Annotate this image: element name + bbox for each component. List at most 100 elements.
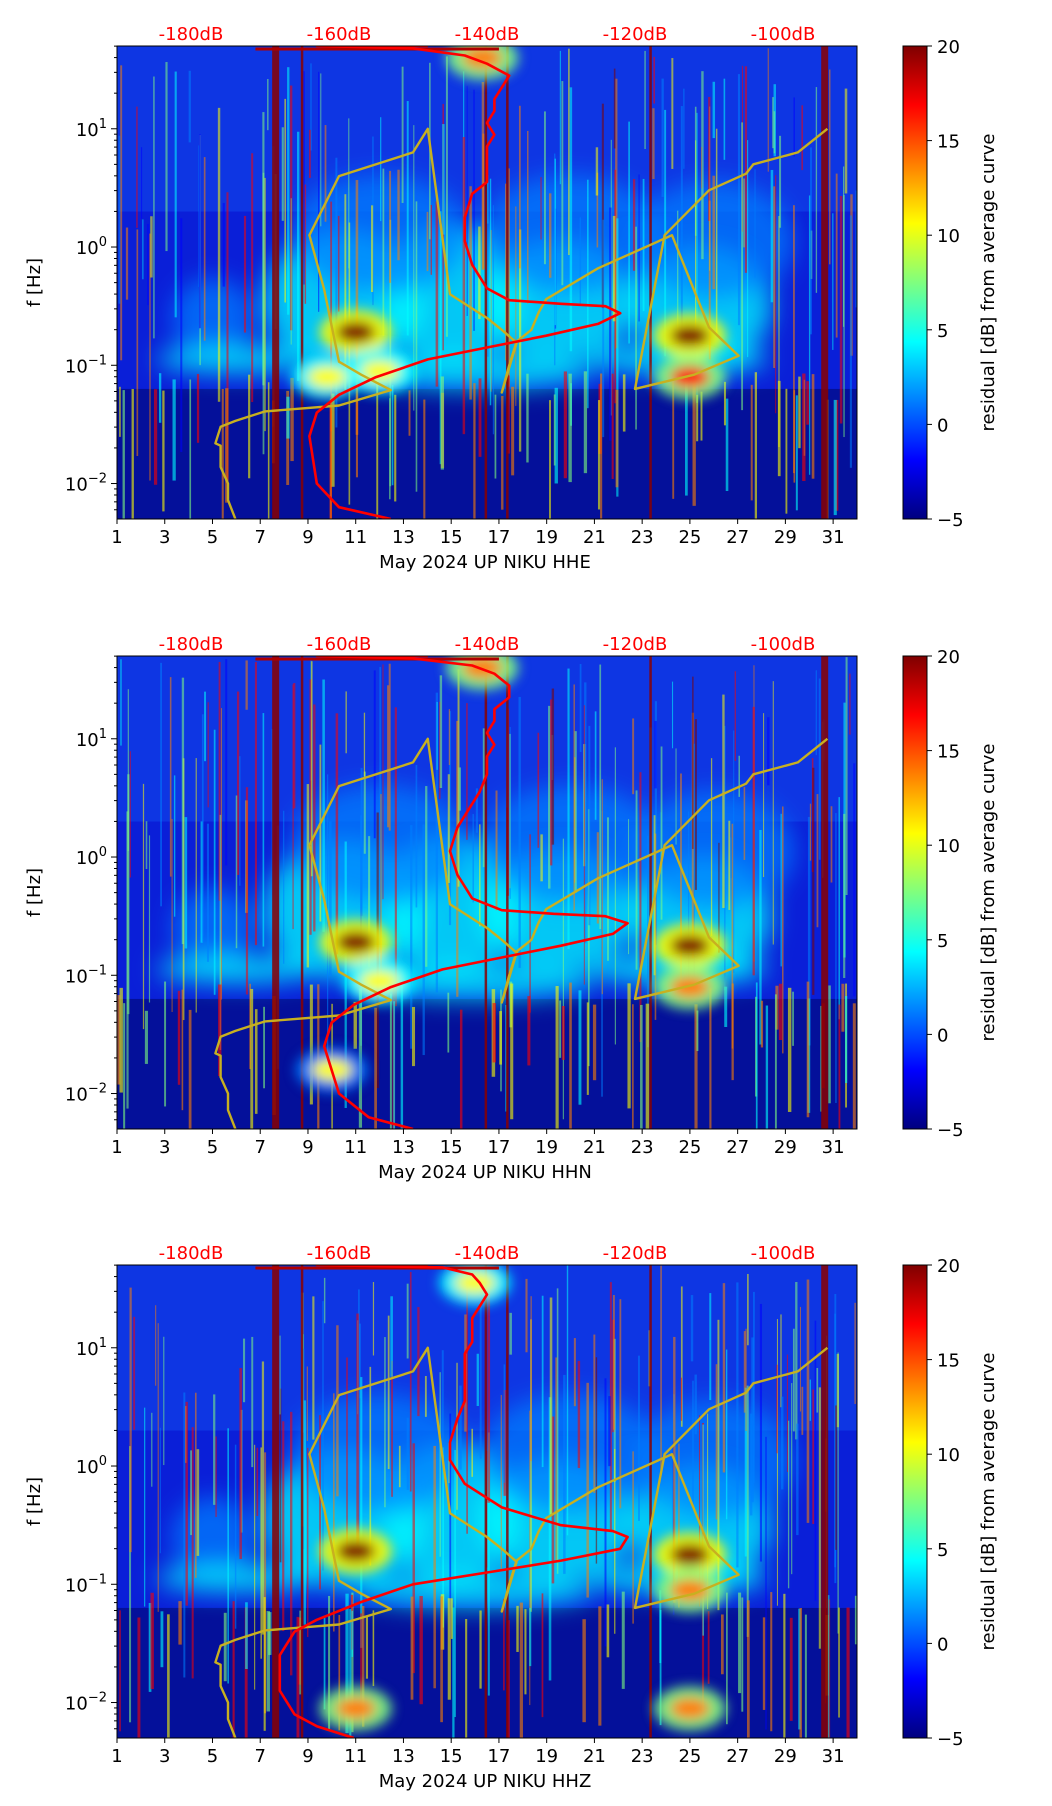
heatmap-streak <box>849 215 852 468</box>
x-tick-label: 5 <box>207 1137 218 1158</box>
x-axis: 1 3 5 7 9 11 13 15 17 19 21 23 25 27 29 31 <box>111 1738 845 1767</box>
y-tick-base: 10 <box>65 1575 88 1596</box>
heatmap-streak <box>129 751 131 878</box>
heatmap-blob <box>289 175 470 296</box>
heatmap-streak <box>855 190 857 308</box>
heatmap-streak <box>654 720 657 789</box>
x-tick-label: 7 <box>254 1137 265 1158</box>
heatmap-streak <box>548 705 551 889</box>
heatmap-streak <box>120 659 122 746</box>
heatmap-streak <box>232 1601 235 1738</box>
heatmap-streak <box>775 985 779 1030</box>
x-tick-label: 13 <box>392 527 415 548</box>
heatmap-streak <box>614 1448 616 1634</box>
colorbar-tick-label: 5 <box>937 1540 948 1561</box>
hot-spot-core <box>359 360 400 383</box>
heatmap-streak <box>692 374 696 506</box>
colorbar: 20 15 10 5 0 −5 residual [dB] from average cur… <box>902 1256 999 1750</box>
heatmap-streak <box>389 993 392 1129</box>
x-tick-label: 7 <box>254 1746 265 1767</box>
heatmap-streak <box>786 1354 789 1472</box>
heatmap-streak <box>425 786 428 967</box>
heatmap-streak <box>391 384 394 486</box>
heatmap-streak <box>696 394 699 442</box>
colorbar-tick-label: 0 <box>937 415 948 436</box>
heatmap-streak <box>345 691 347 754</box>
heatmap-streak <box>744 1387 747 1557</box>
heatmap-streak <box>638 174 640 322</box>
x-tick-label: 11 <box>344 1746 367 1767</box>
heatmap-streak <box>707 1413 709 1610</box>
heatmap-streak <box>718 842 720 953</box>
y-tick-exponent: −2 <box>88 1082 107 1097</box>
heatmap-streak <box>749 1413 753 1516</box>
heatmap-streak <box>376 377 379 519</box>
x-tick-label: 25 <box>678 1746 701 1767</box>
heatmap-streak <box>448 709 451 765</box>
colorbar-label: residual [dB] from average curve <box>978 1352 999 1650</box>
x-tick-label: 9 <box>302 1746 313 1767</box>
y-tick-base: 10 <box>65 475 88 496</box>
heatmap-streak <box>492 1003 496 1063</box>
heatmap-streak <box>734 671 736 761</box>
y-tick-base: 10 <box>76 848 99 869</box>
heatmap-streak <box>622 374 626 432</box>
heatmap-streak <box>345 1593 349 1734</box>
heatmap-streak <box>723 381 726 426</box>
x-tick-label: 25 <box>678 1137 701 1158</box>
heatmap-streak <box>503 1598 505 1691</box>
heatmap-streak <box>448 711 452 926</box>
heatmap-streak <box>307 1447 309 1638</box>
heatmap-streak <box>555 1357 558 1562</box>
y-tick-exponent: −1 <box>88 353 107 368</box>
x-tick-label: 27 <box>726 1137 749 1158</box>
heatmap-streak <box>479 824 481 927</box>
x-tick-label: 15 <box>440 527 463 548</box>
heatmap-streak <box>136 106 138 228</box>
heatmap-streak <box>244 1607 248 1738</box>
heatmap-streak <box>568 373 572 483</box>
heatmap-streak <box>323 1615 326 1710</box>
heatmap-streak <box>456 720 459 997</box>
heatmap-streak <box>119 987 123 1093</box>
heatmap-streak <box>358 1289 360 1559</box>
heatmap-streak <box>785 388 788 514</box>
dark-strip <box>272 46 280 519</box>
heatmap-streak <box>519 1602 523 1738</box>
heatmap-streak <box>125 227 129 300</box>
heatmap-streak <box>338 1615 341 1731</box>
heatmap-streak <box>795 395 798 511</box>
dark-strip <box>821 656 829 1129</box>
heatmap-streak <box>393 1001 396 1129</box>
x-tick-label: 29 <box>774 527 797 548</box>
heatmap-streak <box>828 985 831 1104</box>
heatmap-streak <box>173 775 176 917</box>
heatmap-streak <box>261 1361 265 1635</box>
heatmap-streak <box>745 1328 747 1431</box>
heatmap-streak <box>708 200 711 360</box>
heatmap-streak <box>144 1407 146 1607</box>
heatmap-streak <box>136 229 139 457</box>
heatmap-streak <box>568 48 570 256</box>
heatmap-streak <box>725 1349 728 1520</box>
heatmap-streak <box>612 1295 615 1430</box>
heatmap-streak <box>852 1003 856 1129</box>
heatmap-streak <box>184 817 188 949</box>
heatmap-streak <box>696 1010 699 1052</box>
heatmap-streak <box>172 379 176 481</box>
heatmap-streak <box>789 1617 793 1721</box>
heatmap-streak <box>807 816 811 1046</box>
heatmap-streak <box>556 1288 559 1574</box>
heatmap-streak <box>628 121 630 344</box>
heatmap-streak <box>263 1597 266 1731</box>
heatmap-streak <box>351 1592 354 1733</box>
heatmap-streak <box>509 726 511 899</box>
heatmap-streak <box>835 1405 837 1550</box>
x-tick-label: 5 <box>207 1746 218 1767</box>
heatmap-streak <box>412 1006 416 1067</box>
heatmap-streak <box>818 1387 821 1649</box>
heatmap-streak <box>194 1392 197 1578</box>
heatmap-streak <box>181 989 184 1111</box>
